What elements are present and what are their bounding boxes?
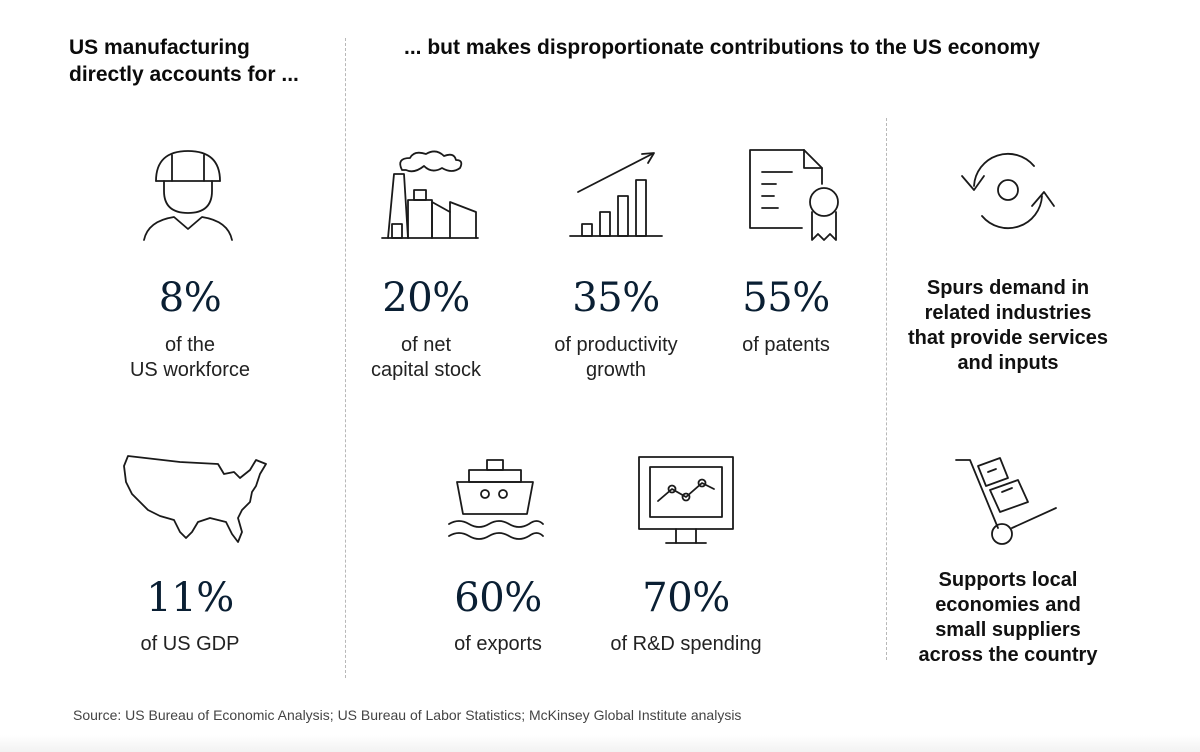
monitor-chart-icon: [638, 456, 734, 544]
stat-rd-caption: of R&D spending: [610, 633, 762, 655]
stat-patents-caption: of patents: [742, 334, 830, 356]
stat-productivity-value: 35%: [572, 275, 660, 321]
right-heading: ... but makes disproportionate contribut…: [404, 36, 1040, 59]
cycle-arrows-icon: [961, 152, 1055, 230]
stat-rd-value: 70%: [642, 575, 730, 621]
stat-productivity-caption: of productivity growth: [554, 334, 678, 381]
right-divider: [886, 118, 887, 660]
stat-capital-caption: of net capital stock: [370, 334, 482, 381]
stat-gdp-caption: of US GDP: [140, 633, 240, 655]
stat-exports-value: 60%: [454, 575, 542, 621]
hard-hat-worker-icon: [143, 150, 233, 241]
bar-chart-growth-icon: [569, 152, 663, 237]
certificate-icon: [749, 149, 839, 241]
stat-workforce-caption: of the US workforce: [129, 334, 251, 381]
us-map-icon: [123, 455, 267, 543]
stat-capital-value: 20%: [382, 275, 470, 321]
source-note: Source: US Bureau of Economic Analysis; …: [73, 707, 742, 723]
stat-workforce-value: 8%: [158, 275, 222, 321]
factory-icon: [381, 150, 479, 239]
left-divider: [345, 38, 346, 678]
stat-gdp-value: 11%: [146, 575, 234, 621]
cargo-ship-icon: [448, 459, 544, 540]
stat-patents-value: 55%: [742, 275, 830, 321]
hand-truck-icon: [955, 457, 1057, 545]
demand-note: Spurs demand in related industries that …: [907, 277, 1109, 374]
left-heading: US manufacturing directly accounts for .…: [69, 36, 299, 86]
bottom-shade: [0, 735, 1200, 752]
stat-exports-caption: of exports: [454, 633, 542, 655]
suppliers-note: Supports local economies and small suppl…: [918, 569, 1098, 666]
